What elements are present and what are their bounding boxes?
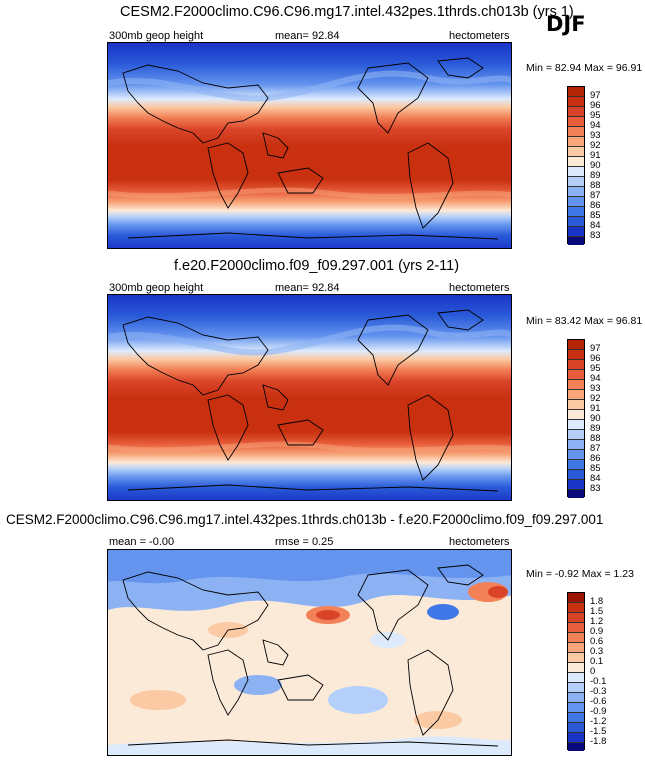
panel-2-minmax: Min = 83.42 Max = 96.81 [526,315,643,327]
panel-2-colorbar-tick: 92 [590,393,601,404]
panel-2-colorbar-tick: 90 [590,413,601,424]
panel-3-map [107,549,512,756]
panel-3-colorbar-tick: -1.2 [590,716,607,727]
coastlines [122,309,499,492]
panel-1-mean-label: mean= 92.84 [275,30,340,42]
panel-3-colorbar-tick: 1.8 [590,596,604,607]
panel-1-colorbar-tick: 88 [590,180,601,191]
panel-1-colorbar-tick: 85 [590,210,601,221]
panel-1-colorbar-tick: 97 [590,90,601,101]
panel-1-colorbar-tick: 90 [590,160,601,171]
coastlines [122,57,499,240]
panel-1-colorbar-tick: 86 [590,200,601,211]
panel-1-colorbar-tick: 84 [590,220,601,231]
panel-2-colorbar-tick: 95 [590,363,601,374]
panel-1-minmax: Min = 82.94 Max = 96.91 [526,62,643,74]
season-label: DJF [546,12,586,36]
panel-2-colorbar-tick: 84 [590,473,601,484]
panel-3-minmax: Min = -0.92 Max = 1.23 [526,568,634,580]
panel-3-title: CESM2.F2000climo.C96.C96.mg17.intel.432p… [6,512,604,527]
panel-2-title: f.e20.F2000climo.f09_f09.297.001 (yrs 2-… [174,258,460,274]
panel-2-mean-label: mean= 92.84 [275,282,340,294]
panel-1-colorbar-tick: 93 [590,130,601,141]
panel-3-colorbar-tick: 0.6 [590,636,604,647]
panel-3-colorbar [567,592,585,751]
panel-3-colorbar-tick: -1.8 [590,736,607,747]
panel-3-colorbar-tick: 1.5 [590,606,604,617]
panel-1-colorbar-tick: 95 [590,110,601,121]
panel-3-colorbar-tick: 0.3 [590,646,604,657]
panel-2-colorbar-tick: 96 [590,353,601,364]
panel-3-colorbar-tick: -1.5 [590,726,607,737]
panel-3-colorbar-tick: -0.1 [590,676,607,687]
panel-2-units-label: hectometers [449,282,510,294]
panel-2-colorbar-tick: 94 [590,373,601,384]
panel-3-colorbar-tick: -0.9 [590,706,607,717]
panel-1-variable-label: 300mb geop height [109,30,204,42]
panel-2-map [107,294,512,501]
panel-2-colorbar-tick: 97 [590,343,601,354]
panel-3-colorbar-tick: -0.3 [590,686,607,697]
panel-2-colorbar-tick: 88 [590,433,601,444]
panel-2-colorbar-tick: 93 [590,383,601,394]
panel-1-colorbar-tick: 87 [590,190,601,201]
panel-2-colorbar-tick: 85 [590,463,601,474]
panel-3-units-label: hectometers [449,536,510,548]
panel-1-title: CESM2.F2000climo.C96.C96.mg17.intel.432p… [120,4,574,20]
panel-2-colorbar-tick: 91 [590,403,601,414]
panel-2-colorbar-tick: 89 [590,423,601,434]
panel-1-colorbar-tick: 96 [590,100,601,111]
panel-3-mean-label: mean = -0.00 [109,536,175,548]
panel-1-units-label: hectometers [449,30,510,42]
panel-2-colorbar-tick: 87 [590,443,601,454]
panel-3-colorbar-tick: 0 [590,666,596,677]
panel-1-map [107,42,512,249]
panel-1-colorbar-tick: 83 [590,230,601,241]
panel-3-colorbar-tick: 1.2 [590,616,604,627]
panel-1-colorbar-tick: 94 [590,120,601,131]
panel-3-colorbar-tick: -0.6 [590,696,607,707]
panel-3-colorbar-tick: 0.1 [590,656,604,667]
panel-2-colorbar-tick: 86 [590,453,601,464]
panel-1-colorbar-tick: 91 [590,150,601,161]
panel-1-colorbar [567,86,585,245]
coastlines [122,564,499,747]
panel-2-variable-label: 300mb geop height [109,282,204,294]
panel-3-rmse-label: rmse = 0.25 [275,536,334,548]
panel-1-colorbar-tick: 92 [590,140,601,151]
panel-1-colorbar-tick: 89 [590,170,601,181]
panel-3-colorbar-tick: 0.9 [590,626,604,637]
panel-2-colorbar [567,339,585,498]
panel-2-colorbar-tick: 83 [590,483,601,494]
